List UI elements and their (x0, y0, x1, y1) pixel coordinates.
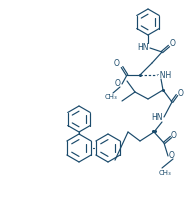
Text: O: O (114, 59, 120, 67)
Text: O: O (169, 151, 175, 161)
Text: CH₃: CH₃ (159, 170, 171, 176)
Text: O: O (115, 79, 121, 89)
Text: ··NH: ··NH (155, 71, 171, 79)
Text: CH₃: CH₃ (105, 94, 117, 100)
Text: HN: HN (151, 112, 163, 122)
Text: O: O (170, 39, 176, 49)
Text: HN: HN (137, 43, 149, 51)
Text: O: O (171, 130, 177, 140)
Text: O: O (178, 89, 184, 97)
